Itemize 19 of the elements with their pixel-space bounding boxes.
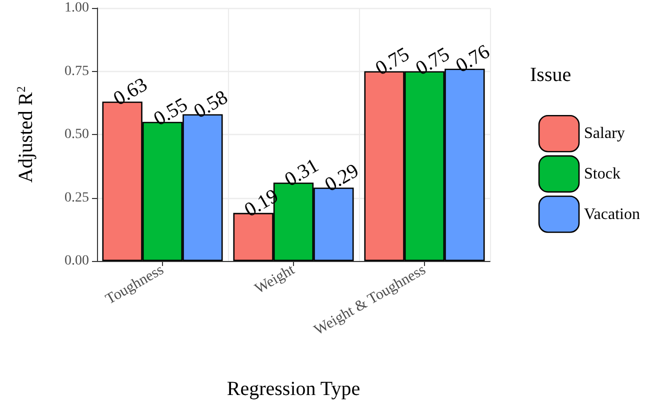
y-tick-label: 0.25 bbox=[64, 190, 89, 206]
y-tick-label: 0.50 bbox=[64, 127, 89, 142]
data-label: 0.76 bbox=[452, 40, 494, 78]
legend-title: Issue bbox=[530, 64, 572, 86]
x-axis-title: Regression Type bbox=[226, 378, 360, 400]
y-tick-label: 1.00 bbox=[64, 0, 89, 16]
data-label: 0.75 bbox=[372, 43, 414, 80]
legend-label: Stock bbox=[584, 165, 620, 182]
y-axis-title: Adjusted R2 bbox=[14, 86, 37, 183]
y-tick-label: 0.75 bbox=[64, 64, 89, 79]
data-label: 0.75 bbox=[412, 43, 454, 80]
data-label: 0.58 bbox=[190, 86, 232, 123]
legend-label: Salary bbox=[584, 125, 625, 142]
data-label: 0.55 bbox=[150, 94, 192, 130]
data-label: 0.29 bbox=[321, 160, 363, 196]
y-tick-label: 0.00 bbox=[64, 254, 89, 268]
data-label: 0.63 bbox=[110, 74, 152, 110]
legend-label: Vacation bbox=[584, 206, 640, 223]
data-label: 0.31 bbox=[281, 154, 322, 192]
